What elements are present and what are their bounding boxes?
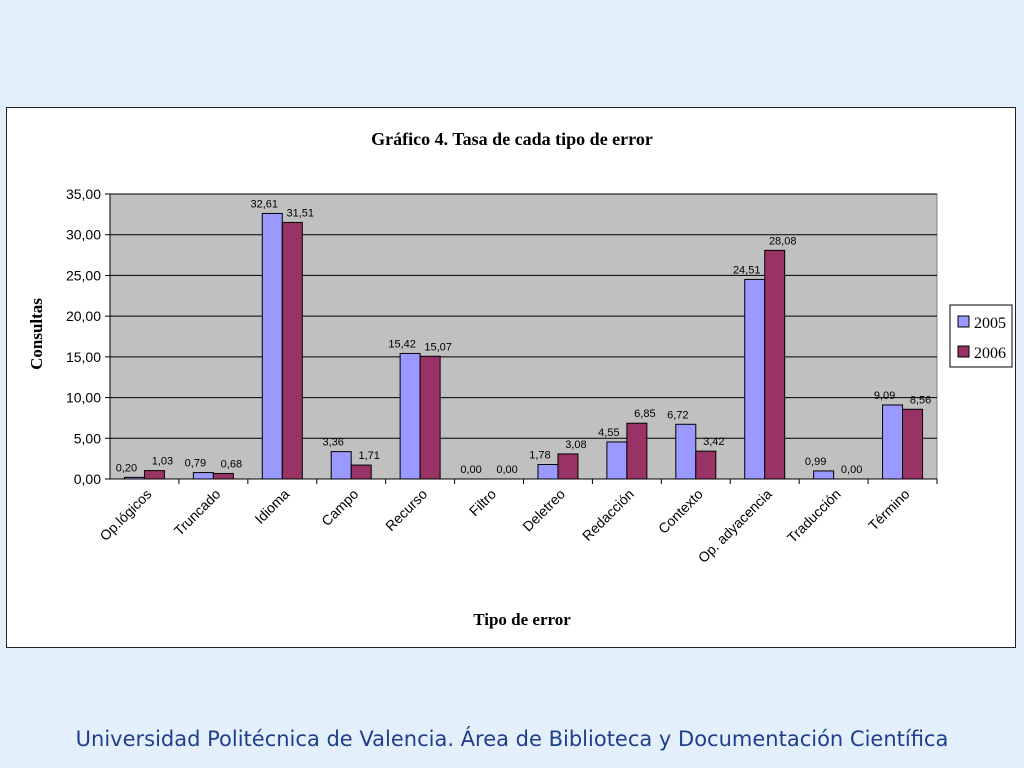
data-label: 6,85 xyxy=(634,408,655,420)
bar-2006 xyxy=(212,472,234,480)
data-label: 1,71 xyxy=(358,450,379,462)
data-label: 32,61 xyxy=(251,198,279,210)
data-label: 0,00 xyxy=(460,464,481,476)
bar-2006 xyxy=(419,355,441,480)
legend-label-2005: 2005 xyxy=(974,315,1006,332)
category-label: Idioma xyxy=(251,486,292,527)
y-tick-label: 25,00 xyxy=(66,267,101,283)
footer-text: Universidad Politécnica de Valencia. Áre… xyxy=(75,727,949,751)
bar-2005 xyxy=(882,404,904,480)
legend: 2005 2006 xyxy=(949,304,1013,368)
bar-2006 xyxy=(143,470,165,480)
data-label: 8,56 xyxy=(910,394,931,406)
bar-2006 xyxy=(695,450,717,480)
bar-2006 xyxy=(350,464,372,480)
data-label: 1,78 xyxy=(529,450,550,462)
bar-2006 xyxy=(902,408,924,480)
bar-2005 xyxy=(813,470,835,480)
bar-2005 xyxy=(675,423,697,480)
y-tick-label: 15,00 xyxy=(66,349,101,365)
chart-frame: Gráfico 4. Tasa de cada tipo de error Co… xyxy=(6,107,1016,648)
y-tick-label: 5,00 xyxy=(74,430,101,446)
chart-title: Gráfico 4. Tasa de cada tipo de error xyxy=(371,129,653,149)
category-label: Campo xyxy=(318,486,361,529)
data-label: 0,00 xyxy=(496,464,517,476)
y-tick-label: 20,00 xyxy=(66,308,101,324)
category-label: Contexto xyxy=(655,486,706,537)
bar-2005 xyxy=(744,278,766,480)
bar-2005 xyxy=(123,476,145,480)
legend-label-2006: 2006 xyxy=(974,345,1006,362)
category-label: Op. adyacencia xyxy=(695,486,775,566)
data-label: 3,42 xyxy=(703,436,724,448)
data-label: 0,00 xyxy=(841,464,862,476)
chart-svg: Gráfico 4. Tasa de cada tipo de error Co… xyxy=(27,129,1013,629)
data-label: 15,42 xyxy=(388,338,416,350)
bar-2005 xyxy=(261,212,283,480)
bar-2005 xyxy=(606,441,628,480)
data-label: 28,08 xyxy=(769,235,797,247)
bar-2006 xyxy=(764,249,786,480)
y-tick-label: 0,00 xyxy=(74,471,101,487)
plot-area: 0,00 5,00 10,00 15,00 20,00 25,00 30,00 35,00 0,… xyxy=(66,186,938,566)
data-label: 4,55 xyxy=(598,427,619,439)
bar-2006 xyxy=(626,422,648,480)
data-label: 6,72 xyxy=(667,409,688,421)
bar-2005 xyxy=(537,464,559,480)
data-label: 1,03 xyxy=(152,456,173,468)
data-label: 31,51 xyxy=(287,207,315,219)
bar-2006 xyxy=(281,221,303,480)
data-label: 3,36 xyxy=(322,437,343,449)
category-label: Deletreo xyxy=(519,486,568,535)
category-label: Término xyxy=(865,486,913,534)
bar-2005 xyxy=(330,451,352,480)
bar-2006 xyxy=(557,453,579,480)
legend-swatch-2006 xyxy=(957,345,970,358)
bar-2005 xyxy=(399,352,421,480)
plot-background xyxy=(109,193,938,480)
data-label: 0,99 xyxy=(805,456,826,468)
data-label: 3,08 xyxy=(565,439,586,451)
legend-swatch-2005 xyxy=(957,315,970,328)
category-label: Traducción xyxy=(784,486,844,546)
category-label: Redacción xyxy=(579,486,637,544)
category-label: Op.lógicos xyxy=(96,486,154,544)
data-label: 9,09 xyxy=(874,390,895,402)
data-label: 0,68 xyxy=(221,458,242,470)
category-label: Filtro xyxy=(466,486,499,519)
bar-2005 xyxy=(192,472,214,480)
category-label: Recurso xyxy=(382,486,430,534)
data-label: 0,20 xyxy=(116,462,137,474)
y-tick-label: 10,00 xyxy=(66,390,101,406)
data-label: 0,79 xyxy=(185,458,206,470)
data-label: 15,07 xyxy=(424,341,452,353)
y-tick-label: 35,00 xyxy=(66,186,101,202)
x-axis-label: Tipo de error xyxy=(473,610,571,629)
y-axis-label: Consultas xyxy=(27,298,46,370)
y-tick-label: 30,00 xyxy=(66,227,101,243)
category-label: Truncado xyxy=(171,486,224,539)
data-label: 24,51 xyxy=(733,264,761,276)
